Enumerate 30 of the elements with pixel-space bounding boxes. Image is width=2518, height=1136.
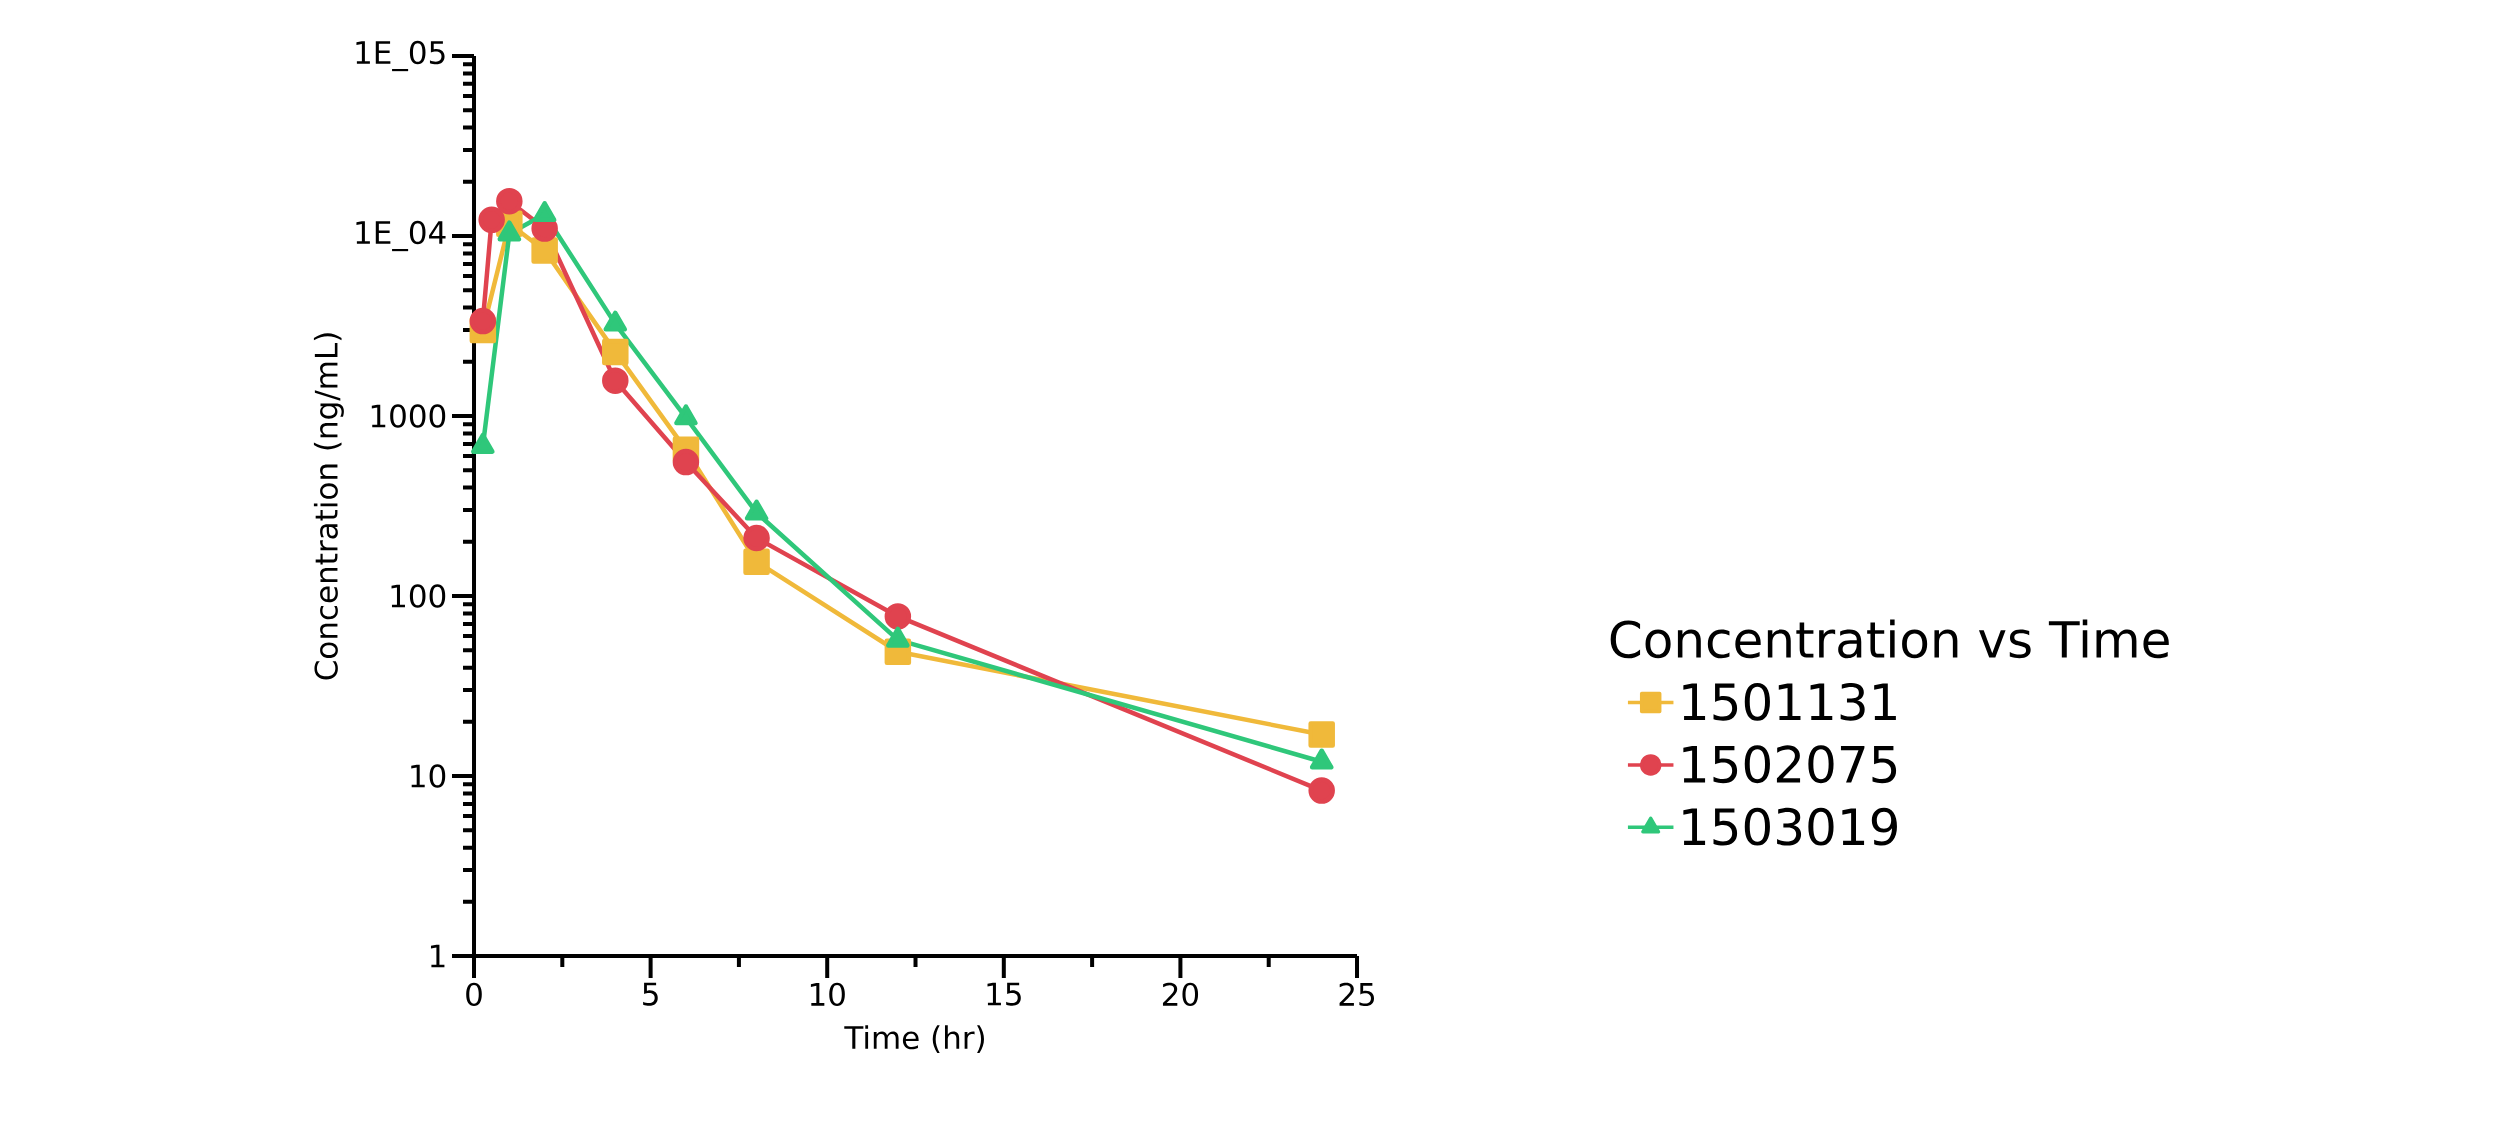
x-axis-title: Time (hr) [844,1025,984,1053]
y-axis-title: Concentration (ng/mL) [313,333,344,680]
point [469,307,497,335]
point [884,603,912,630]
y-tick-label: 1E_04 [356,220,446,252]
point [743,548,770,575]
y-tick-label: 1 [430,944,445,968]
point [602,338,629,366]
legend-label: 1501131 [1683,682,1896,721]
x-tick-label: 20 [1162,982,1199,1007]
x-tick-label: 5 [643,982,658,1006]
x-tick-label: 10 [810,982,845,1007]
point [531,237,558,264]
x-tick-label: 0 [466,982,482,1007]
legend-label: 1502075 [1683,745,1897,784]
point [478,206,505,234]
x-tick-label: 25 [1339,982,1375,1007]
x-tick-label: 15 [987,982,1021,1006]
legend-label: 1503019 [1683,807,1897,846]
legend-title: Concentration vs Time [1610,619,2169,659]
point [602,367,629,394]
point [1308,721,1335,748]
point [672,448,700,476]
point [496,187,523,215]
point [743,524,770,552]
y-tick-label: 1000 [371,404,446,428]
point [1308,777,1335,804]
y-tick-label: 1E_05 [356,40,445,72]
y-tick-label: 10 [411,764,446,788]
y-tick-label: 100 [391,584,446,608]
